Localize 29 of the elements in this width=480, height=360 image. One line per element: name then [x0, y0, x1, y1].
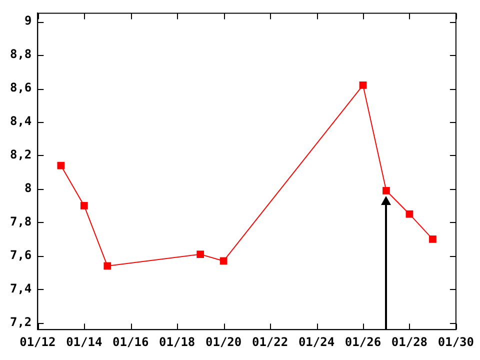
point [359, 82, 367, 89]
y-tick-label: 8,2 [10, 148, 32, 162]
x-tick-label: 01/18 [159, 334, 196, 349]
point [382, 186, 390, 194]
point [406, 210, 414, 218]
x-tick-label: 01/22 [252, 334, 288, 349]
x-tick-label: 01/12 [20, 334, 56, 349]
y-tick-label: 8,4 [10, 114, 32, 128]
y-tick-label: 8 [24, 181, 32, 196]
y-tick-label: 8,8 [10, 47, 32, 62]
point [57, 162, 65, 170]
y-tick-label: 8,6 [10, 80, 32, 95]
point [104, 262, 112, 270]
x-tick-label: 01/26 [344, 334, 382, 349]
y-tick-label: 7,2 [10, 315, 32, 330]
y-tick-label: 7,4 [10, 282, 32, 296]
point [196, 250, 204, 258]
x-tick-label: 01/24 [298, 334, 335, 349]
x-tick-label: 01/28 [391, 334, 428, 349]
point [220, 257, 228, 265]
point [80, 202, 88, 210]
y-tick-label: 9 [24, 14, 32, 28]
y-tick-label: 7,6 [10, 248, 32, 262]
x-tick-label: 01/20 [206, 334, 242, 349]
point [429, 236, 436, 243]
x-tick-label: 01/30 [438, 334, 474, 349]
x-tick-label: 01/14 [66, 334, 102, 349]
y-tick-label: 7,8 [10, 214, 32, 229]
x-tick-label: 01/16 [112, 334, 149, 349]
